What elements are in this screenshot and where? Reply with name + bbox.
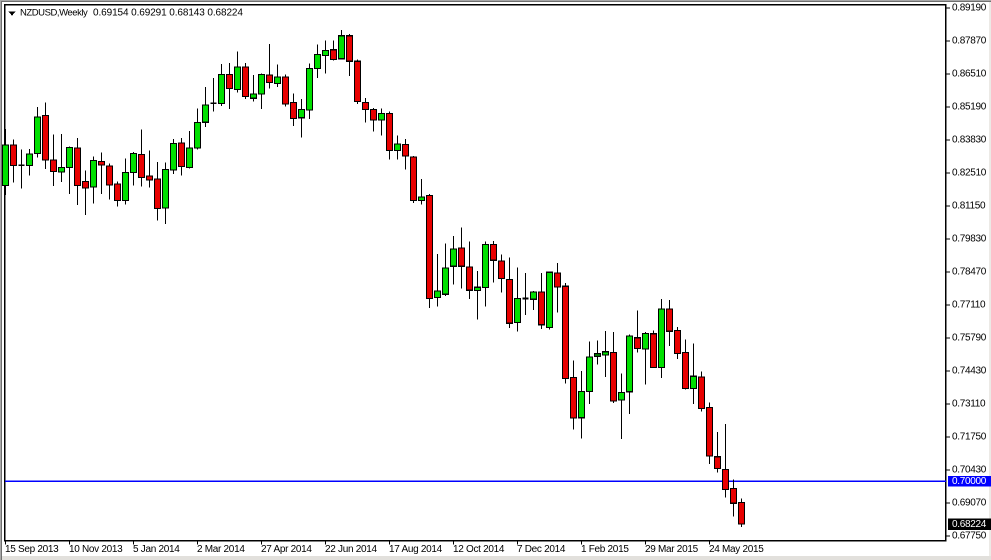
svg-text:22 Jun 2014: 22 Jun 2014 [325,544,377,555]
svg-text:5 Jan 2014: 5 Jan 2014 [133,544,180,555]
svg-text:17 Aug 2014: 17 Aug 2014 [389,544,443,555]
svg-text:0.83830: 0.83830 [952,135,987,146]
svg-text:0.82510: 0.82510 [952,168,987,179]
svg-text:27 Apr 2014: 27 Apr 2014 [261,544,312,555]
svg-text:24 May 2015: 24 May 2015 [709,544,764,555]
svg-text:0.77110: 0.77110 [952,300,986,311]
svg-text:0.69070: 0.69070 [952,498,987,509]
svg-text:0.87870: 0.87870 [952,36,987,47]
svg-text:2 Mar 2014: 2 Mar 2014 [197,544,245,555]
svg-text:0.79830: 0.79830 [952,234,987,245]
svg-text:10 Nov 2013: 10 Nov 2013 [69,544,123,555]
svg-text:0.71750: 0.71750 [952,432,987,443]
svg-text:NZDUSD,Weekly: NZDUSD,Weekly [20,8,88,19]
svg-text:0.67750: 0.67750 [952,531,987,542]
svg-text:0.81150: 0.81150 [952,201,986,212]
svg-text:0.70000: 0.70000 [952,476,987,487]
svg-text:0.74430: 0.74430 [952,366,987,377]
svg-text:0.85190: 0.85190 [952,102,987,113]
svg-text:7 Dec 2014: 7 Dec 2014 [517,544,566,555]
svg-text:0.70430: 0.70430 [952,465,987,476]
svg-text:0.78470: 0.78470 [952,267,987,278]
svg-text:0.86510: 0.86510 [952,69,987,80]
svg-text:0.73110: 0.73110 [952,399,986,410]
svg-text:12 Oct 2014: 12 Oct 2014 [453,544,505,555]
svg-text:15 Sep 2013: 15 Sep 2013 [5,544,59,555]
svg-text:1 Feb 2015: 1 Feb 2015 [581,544,629,555]
svg-text:29 Mar 2015: 29 Mar 2015 [645,544,699,555]
svg-text:0.69154 0.69291 0.68143 0.6822: 0.69154 0.69291 0.68143 0.68224 [93,8,243,19]
svg-text:0.89190: 0.89190 [952,3,987,14]
svg-text:0.75790: 0.75790 [952,333,987,344]
svg-text:0.68224: 0.68224 [952,519,987,530]
